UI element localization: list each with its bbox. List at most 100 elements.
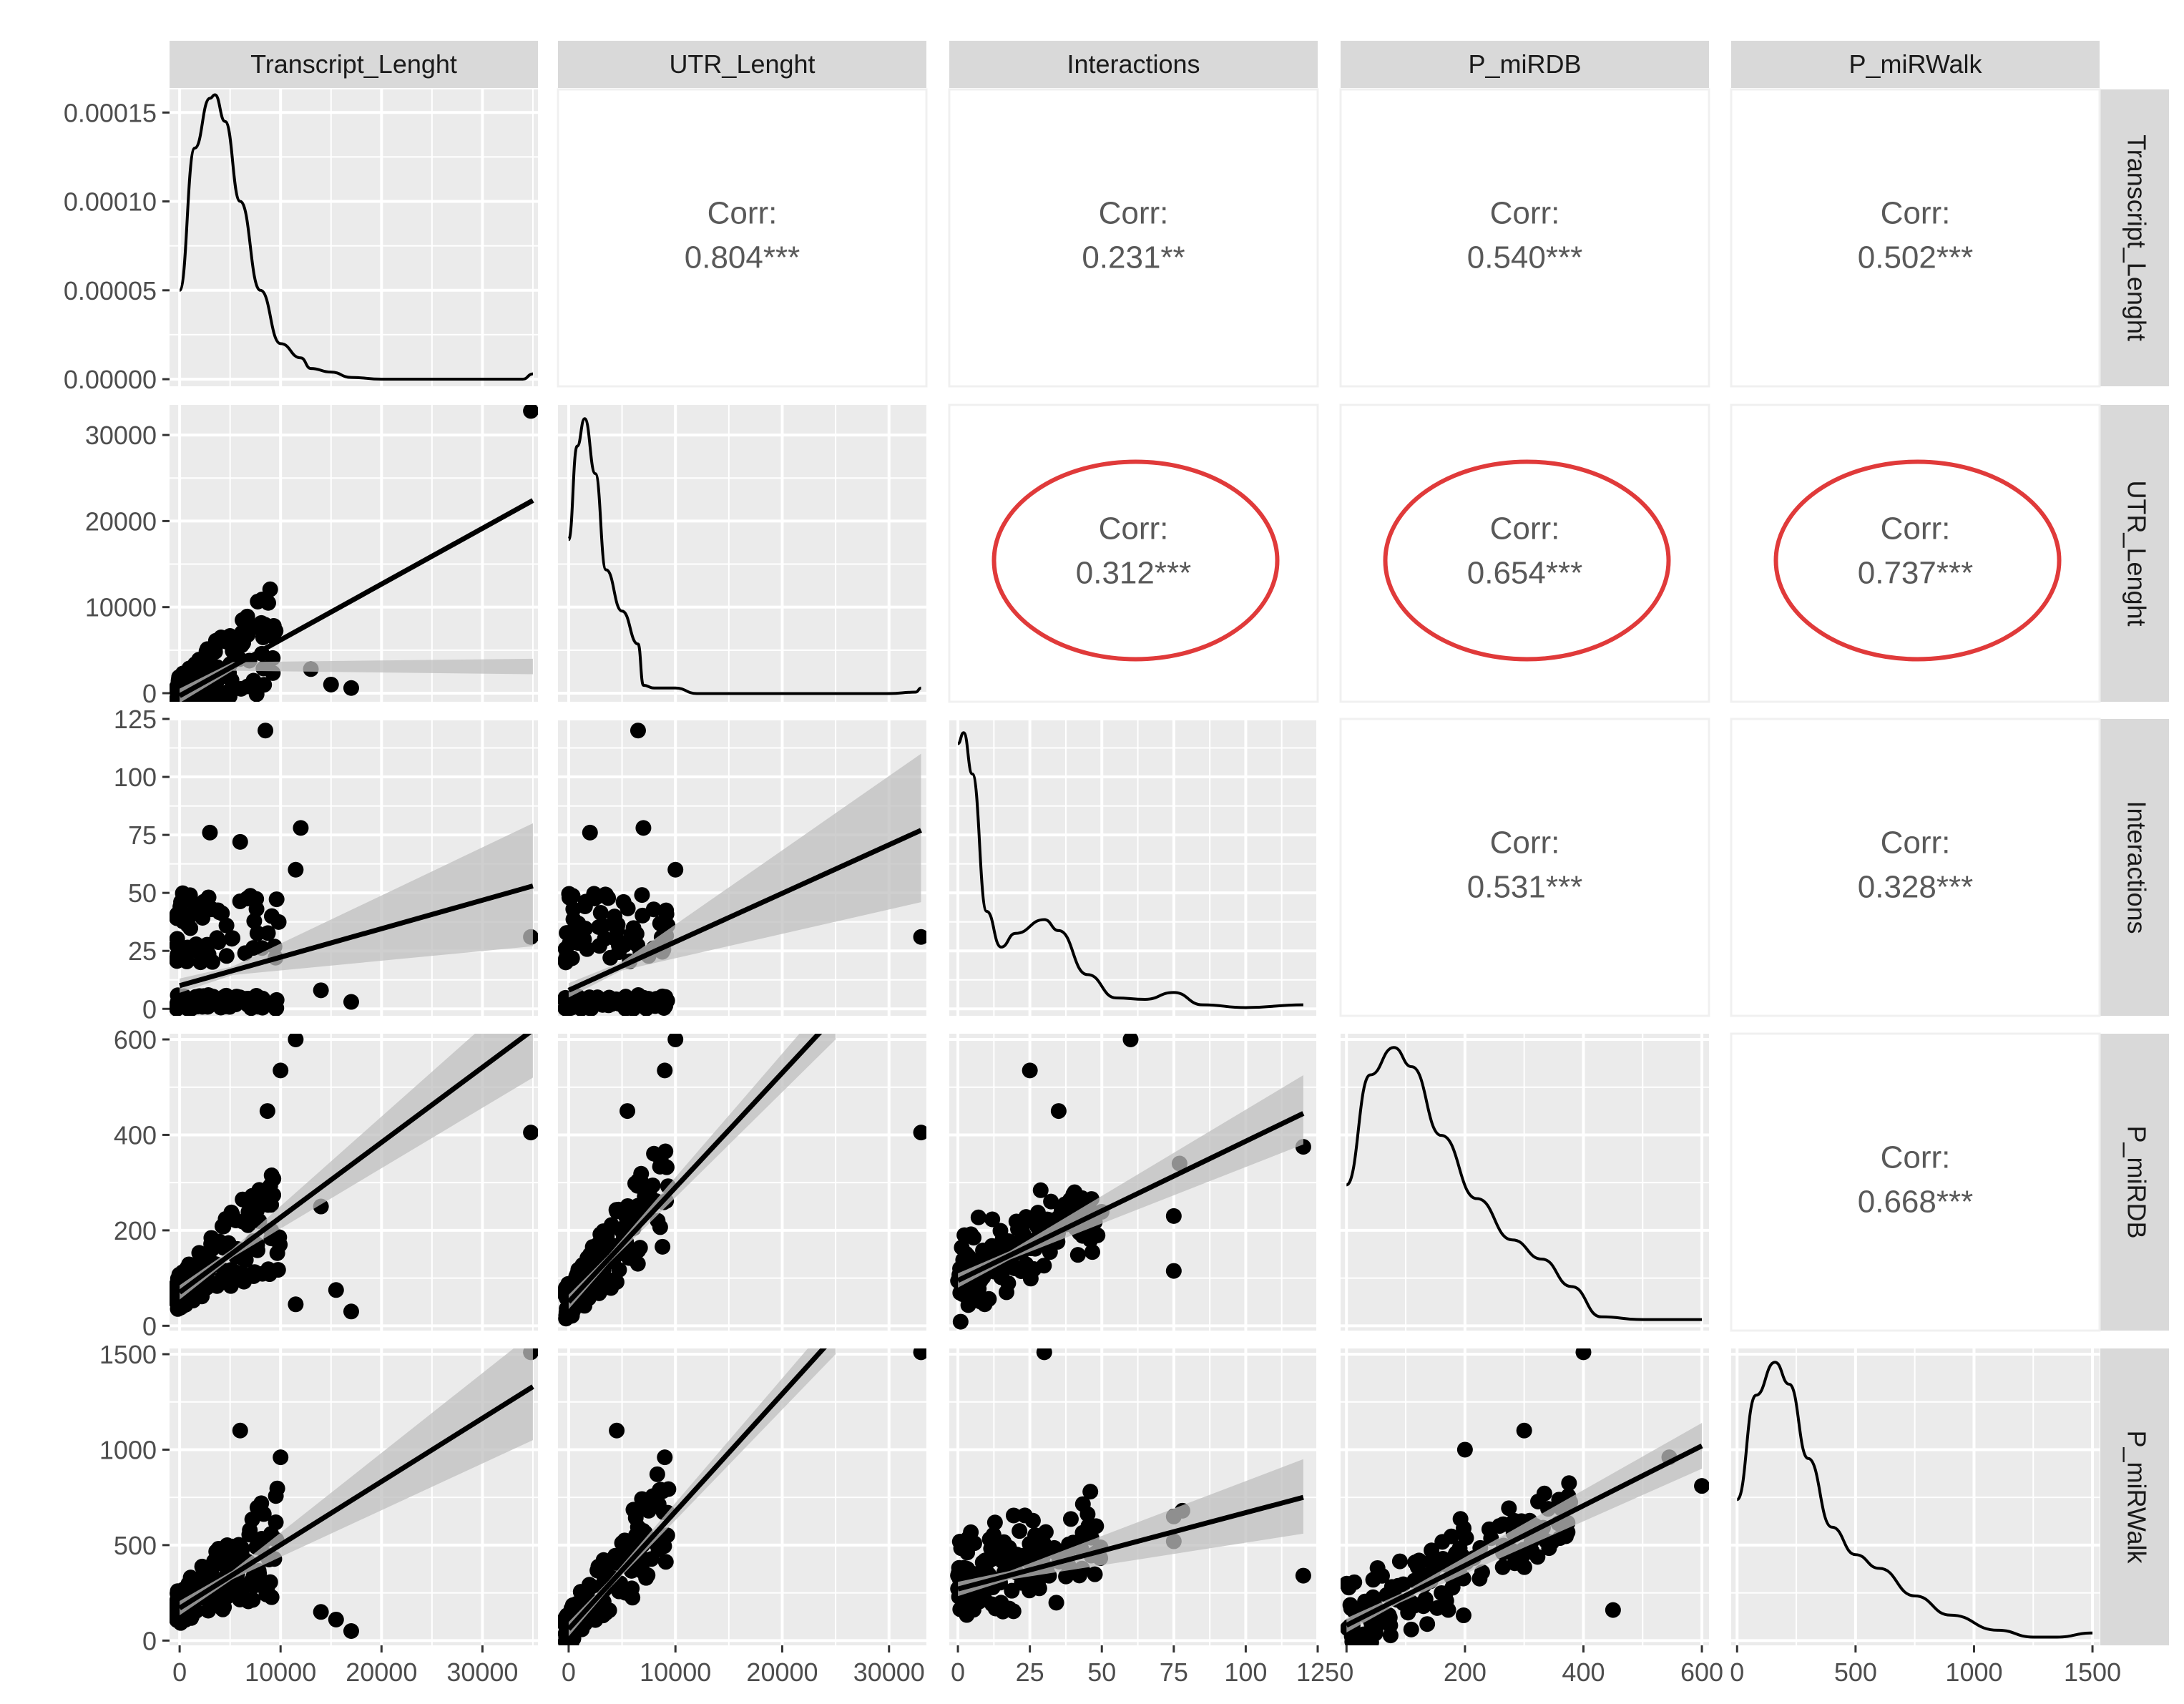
data-point xyxy=(227,1213,244,1229)
data-point xyxy=(577,893,594,910)
strip-label: P_miRWalk xyxy=(1848,49,1982,79)
data-point xyxy=(205,1558,221,1575)
data-point xyxy=(591,1285,607,1301)
panel-p_mirwalk-utr_lenght xyxy=(558,1348,926,1645)
corr-value: 0.231** xyxy=(1082,240,1185,275)
data-point xyxy=(175,906,191,922)
y-tick-label: 30000 xyxy=(85,421,157,450)
strip-label: P_miRDB xyxy=(2122,1125,2151,1238)
data-point xyxy=(594,918,611,934)
data-point xyxy=(1495,1516,1512,1532)
confidence-ribbon xyxy=(180,1034,533,1300)
data-point xyxy=(625,1502,642,1518)
data-point xyxy=(251,1565,268,1582)
y-tick-label: 0 xyxy=(142,994,157,1024)
data-point xyxy=(563,929,579,945)
data-point xyxy=(183,1289,200,1306)
y-axis-interactions: 0 25 50 75 100 125 xyxy=(114,705,170,1024)
data-point xyxy=(913,929,926,945)
regression-line xyxy=(957,1494,1304,1592)
data-point xyxy=(970,1209,986,1225)
data-point xyxy=(246,913,263,929)
data-point xyxy=(653,1153,670,1170)
data-point xyxy=(647,998,663,1014)
data-point xyxy=(195,898,211,914)
data-point xyxy=(207,992,223,1009)
y-tick-label: 1000 xyxy=(99,1435,157,1464)
data-point xyxy=(1088,1518,1105,1534)
corr-value: 0.312*** xyxy=(1076,556,1191,591)
data-point xyxy=(634,1491,650,1507)
data-point xyxy=(599,995,616,1012)
x-axis-interactions: 0 25 50 75 100 125 xyxy=(951,1645,1339,1687)
data-point xyxy=(214,1597,230,1614)
data-point xyxy=(197,690,213,702)
data-point xyxy=(248,686,265,702)
panel-transcript_lenght-utr_lenght: Corr: 0.804*** xyxy=(557,88,928,388)
x-tick-label: 100 xyxy=(1224,1658,1267,1687)
y-tick-label: 125 xyxy=(114,705,157,734)
data-point xyxy=(638,1570,655,1586)
x-axis-p_mirdb: 0 200 400 600 xyxy=(1339,1645,1723,1687)
panel-p_mirdb-p_mirdb xyxy=(1341,1034,1709,1331)
regression-line xyxy=(567,1034,823,1304)
data-point xyxy=(1605,1602,1621,1618)
data-point xyxy=(1507,1555,1523,1572)
data-point xyxy=(1561,1475,1577,1492)
data-point xyxy=(1022,1270,1039,1287)
data-point xyxy=(1017,1507,1033,1524)
data-point xyxy=(613,1222,630,1238)
density-curve xyxy=(567,417,921,695)
data-point xyxy=(592,905,609,921)
y-tick-label: 200 xyxy=(114,1216,157,1245)
data-point xyxy=(992,1539,1009,1555)
x-tick-label: 20000 xyxy=(746,1658,818,1687)
y-tick-label: 20000 xyxy=(85,506,157,536)
data-point xyxy=(241,1206,258,1223)
panel-utr_lenght-transcript_lenght xyxy=(170,405,538,702)
data-point xyxy=(224,680,240,697)
data-point xyxy=(563,1634,579,1645)
x-tick-label: 1500 xyxy=(2064,1658,2121,1687)
data-point xyxy=(985,1527,1002,1543)
data-point xyxy=(955,1252,971,1268)
regression-line xyxy=(567,1348,827,1631)
strip-top-transcript_lenght: Transcript_Lenght xyxy=(170,41,538,88)
regression-line xyxy=(956,1111,1305,1283)
panel-interactions-transcript_lenght xyxy=(170,719,538,1016)
data-point xyxy=(637,1188,653,1205)
x-tick-label: 1000 xyxy=(1945,1658,2002,1687)
data-point xyxy=(1474,1564,1490,1580)
data-point xyxy=(241,1527,258,1543)
data-point xyxy=(577,920,594,936)
data-point xyxy=(210,934,227,951)
x-tick-label: 20000 xyxy=(346,1658,417,1687)
data-point xyxy=(268,1488,284,1504)
data-point xyxy=(198,949,215,966)
data-point xyxy=(258,723,274,739)
data-point xyxy=(213,630,230,646)
confidence-ribbon xyxy=(568,1034,836,1309)
data-point xyxy=(1455,1607,1471,1624)
data-point xyxy=(215,1269,231,1286)
corr-value: 0.540*** xyxy=(1467,240,1582,275)
panel-transcript_lenght-transcript_lenght xyxy=(170,89,538,386)
panel-transcript_lenght-interactions: Corr: 0.231** xyxy=(948,88,1319,388)
data-point xyxy=(343,680,359,696)
data-point xyxy=(1458,1529,1474,1546)
data-point xyxy=(273,1062,289,1079)
regression-line xyxy=(178,1034,532,1295)
data-point xyxy=(260,925,276,941)
data-point xyxy=(265,618,282,635)
data-point xyxy=(265,1170,282,1187)
strip-label: P_miRWalk xyxy=(2122,1430,2151,1564)
corr-label: Corr: xyxy=(1099,196,1169,231)
data-point xyxy=(1036,1348,1052,1361)
x-axis-utr_lenght: 0 10000 20000 30000 xyxy=(562,1645,925,1687)
data-point xyxy=(984,1596,1001,1612)
data-point xyxy=(237,945,253,961)
data-point xyxy=(1429,1558,1445,1575)
data-point xyxy=(1015,1227,1032,1243)
corr-label: Corr: xyxy=(1881,196,1951,231)
